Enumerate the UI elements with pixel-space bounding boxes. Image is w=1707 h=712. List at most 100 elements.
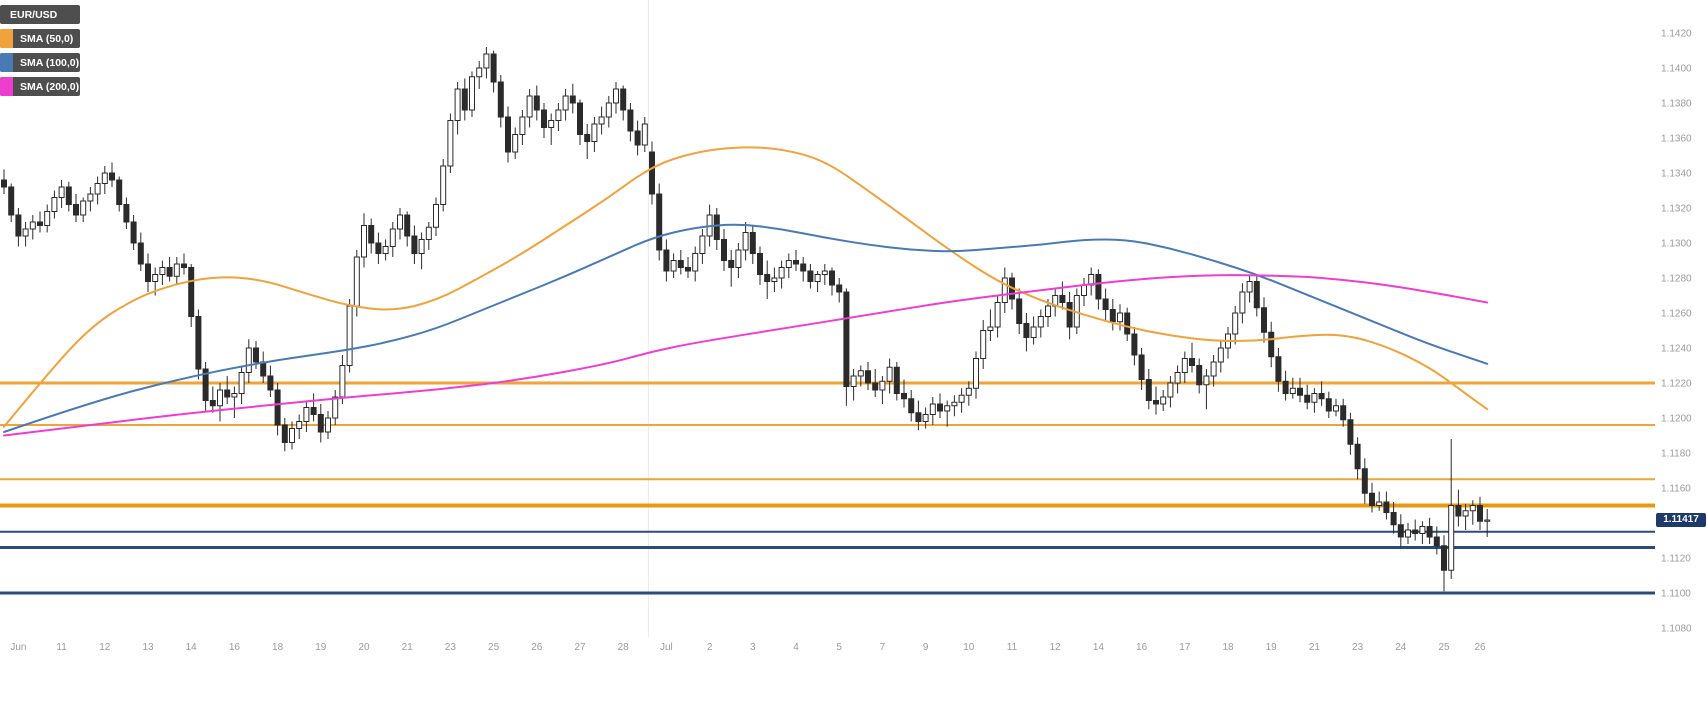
candle-body <box>1153 400 1159 405</box>
y-axis-label: 1.1300 <box>1661 239 1692 250</box>
candle-body <box>757 253 763 275</box>
candle-body <box>1376 501 1383 506</box>
sma50-label: SMA (50,0) <box>20 32 74 45</box>
candle-body <box>1268 331 1275 358</box>
candle-body <box>857 370 864 377</box>
candle-body <box>1390 512 1397 526</box>
candle-body <box>526 95 533 118</box>
candle-body <box>1311 393 1318 403</box>
x-axis-label: 28 <box>618 642 630 653</box>
candle-body <box>116 179 123 205</box>
candle-body <box>296 421 303 429</box>
candle-body <box>569 95 576 104</box>
candle-body <box>649 151 655 195</box>
candle-body <box>303 407 310 422</box>
y-axis-label: 1.1120 <box>1661 554 1691 565</box>
sma50-color-chip <box>0 29 13 48</box>
candle-body <box>209 400 216 407</box>
x-axis-label: 5 <box>836 642 842 653</box>
candle-body <box>836 284 843 293</box>
candle-body <box>101 172 108 184</box>
chart-legend: EUR/USD SMA (50,0) SMA (100,0) SMA (200,… <box>0 5 80 101</box>
candle-body <box>533 95 540 111</box>
candle-body <box>497 81 504 118</box>
x-axis-label: 12 <box>99 642 111 653</box>
candle-body <box>8 186 15 216</box>
candle-body <box>1138 354 1145 380</box>
candle-body <box>87 193 94 202</box>
candle-body <box>368 225 375 244</box>
candle-body <box>865 370 871 384</box>
candle-body <box>1030 326 1037 338</box>
candle-body <box>375 242 382 254</box>
candle-body <box>137 242 144 265</box>
y-axis-label: 1.1380 <box>1661 99 1692 110</box>
candle-body <box>317 414 324 433</box>
candle-body <box>1131 333 1138 356</box>
candle-body <box>159 267 166 275</box>
candle-body <box>915 412 922 422</box>
candle-body <box>605 102 612 118</box>
candle-body <box>656 193 663 251</box>
candle-body <box>951 401 958 407</box>
candle-body <box>1246 281 1253 293</box>
candle-body <box>1037 316 1044 328</box>
x-axis-label: 4 <box>793 642 799 653</box>
y-axis-label: 1.1100 <box>1661 589 1691 600</box>
candle-body <box>123 204 130 223</box>
candle-body <box>1361 468 1368 494</box>
candle-body <box>821 270 828 275</box>
x-axis-label: 21 <box>402 642 414 653</box>
x-axis[interactable]: Jun 11 12 13 14 16 18 19 20 21 23 25 26 27 28 Jul 2 3 4 5 7 9… <box>10 642 1486 653</box>
candle-body <box>418 239 425 254</box>
candle-body <box>1145 379 1152 401</box>
candle-body <box>1405 529 1411 538</box>
candle-body <box>461 88 468 111</box>
candle-body <box>109 172 115 181</box>
candle-body <box>1448 505 1455 571</box>
sma200-line[interactable] <box>3 274 1489 437</box>
sma50-line[interactable] <box>3 146 1489 428</box>
candle-body <box>677 260 684 268</box>
candle-body <box>361 225 367 258</box>
candle-body <box>879 380 886 391</box>
candle-body <box>476 67 483 78</box>
candle-body <box>965 387 972 396</box>
sma-overlays[interactable] <box>3 146 1489 437</box>
candle-body <box>814 274 821 282</box>
candle-body <box>764 274 771 282</box>
x-axis-label: Jul <box>660 642 673 653</box>
candle-body <box>850 375 857 387</box>
sma200-badge[interactable]: SMA (200,0) <box>0 77 80 96</box>
sma100-badge[interactable]: SMA (100,0) <box>0 53 80 72</box>
x-axis-label: 19 <box>315 642 327 653</box>
y-axis-label: 1.1200 <box>1661 414 1692 425</box>
candle-body <box>267 375 274 391</box>
sma100-line[interactable] <box>3 223 1489 433</box>
candle-body <box>238 372 245 394</box>
candle-body <box>339 365 346 398</box>
sma100-label: SMA (100,0) <box>20 56 80 69</box>
y-axis-label: 1.1280 <box>1661 274 1692 285</box>
candle-body <box>958 394 965 403</box>
sma50-badge[interactable]: SMA (50,0) <box>0 29 80 48</box>
candle-body <box>130 221 137 244</box>
candles[interactable] <box>1 47 1491 592</box>
candle-body <box>325 417 331 433</box>
candle-body <box>1203 375 1210 386</box>
y-axis-label: 1.1340 <box>1661 169 1692 180</box>
y-axis[interactable]: 1.1420 1.1400 1.1380 1.1360 1.1340 1.1320 1.13… <box>1661 29 1692 635</box>
candle-body <box>152 274 159 282</box>
candle-body <box>454 88 461 121</box>
support-resistance-lines[interactable] <box>0 381 1655 595</box>
candle-body <box>425 226 432 240</box>
candle-body <box>1477 505 1483 522</box>
sma200-color-chip <box>0 77 13 96</box>
candle-body <box>1239 291 1246 314</box>
candle-body <box>73 204 79 216</box>
candle-body <box>829 270 835 286</box>
candle-body <box>541 109 547 128</box>
candle-body <box>217 389 223 407</box>
candle-body <box>1 179 7 188</box>
